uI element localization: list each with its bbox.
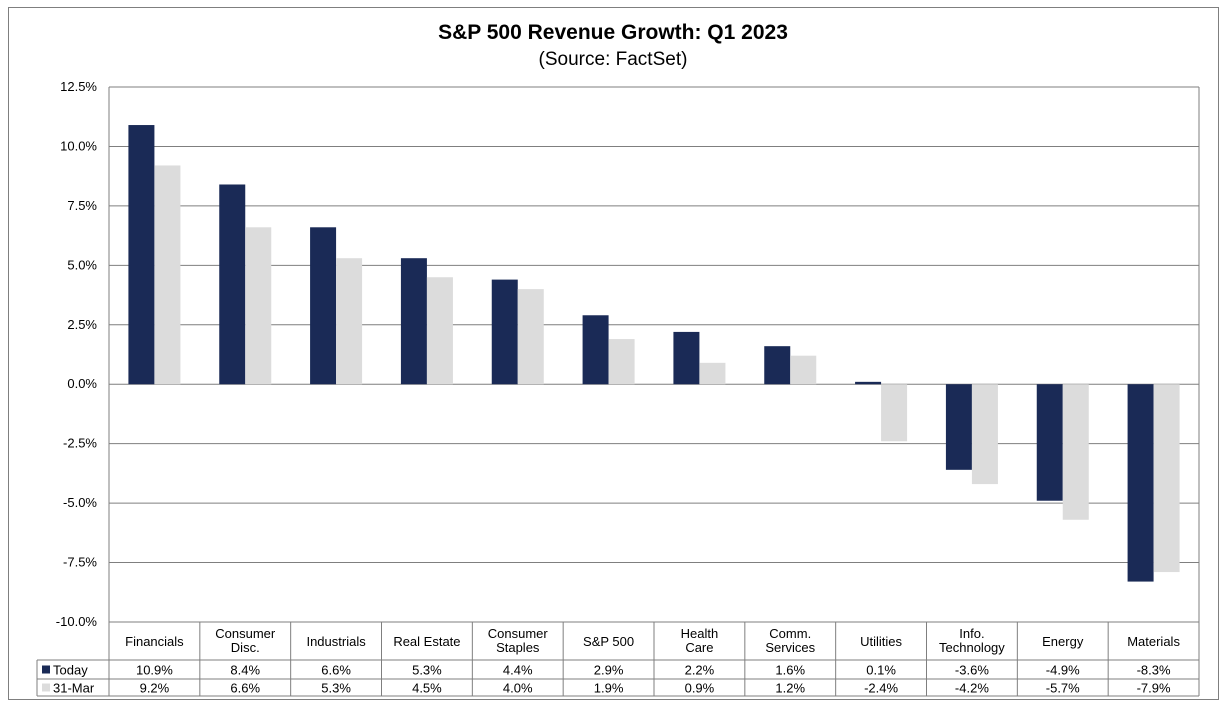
data-label: -4.2% — [955, 681, 989, 696]
category-label: Materials — [1127, 634, 1180, 649]
y-tick-label: 7.5% — [67, 198, 97, 213]
y-tick-label: -2.5% — [63, 436, 97, 451]
data-label: 5.3% — [412, 663, 442, 678]
chart-subtitle: (Source: FactSet) — [539, 49, 688, 70]
bar-31-mar — [790, 355, 817, 385]
data-label: 6.6% — [321, 663, 351, 678]
y-tick-label: 2.5% — [67, 317, 97, 332]
data-label: -8.3% — [1137, 663, 1171, 678]
bar-today — [764, 346, 791, 385]
data-label: 1.6% — [775, 663, 805, 678]
bar-31-mar — [245, 227, 272, 385]
category-label: S&P 500 — [583, 634, 634, 649]
data-label: 0.1% — [866, 663, 896, 678]
data-label: -3.6% — [955, 663, 989, 678]
bar-31-mar — [154, 165, 181, 385]
data-label: 5.3% — [321, 681, 351, 696]
category-label: Comm. — [769, 626, 811, 641]
bar-31-mar — [517, 289, 544, 385]
y-tick-label: -5.0% — [63, 495, 97, 510]
bar-31-mar — [608, 339, 635, 385]
bar-today — [219, 184, 246, 385]
bar-today — [310, 227, 337, 385]
bar-today — [1036, 384, 1063, 501]
data-label: 4.5% — [412, 681, 442, 696]
data-label: 0.9% — [685, 681, 715, 696]
category-label: Energy — [1042, 634, 1084, 649]
category-label: Care — [685, 640, 713, 655]
legend-label: 31-Mar — [53, 681, 95, 696]
bar-today — [491, 279, 518, 385]
y-tick-label: 0.0% — [67, 376, 97, 391]
y-tick-label: -10.0% — [56, 614, 98, 629]
category-label: Consumer — [488, 626, 549, 641]
category-label: Real Estate — [393, 634, 460, 649]
bar-today — [400, 258, 427, 385]
bar-today — [128, 125, 155, 385]
legend-swatch — [42, 683, 50, 692]
data-label: 2.2% — [685, 663, 715, 678]
data-label: 4.0% — [503, 681, 533, 696]
gridlines — [109, 86, 1199, 623]
bar-today — [945, 384, 972, 470]
bar-31-mar — [1153, 384, 1180, 573]
bar-31-mar — [699, 362, 726, 385]
category-label: Disc. — [231, 640, 260, 655]
category-label: Utilities — [860, 634, 902, 649]
chart-frame: S&P 500 Revenue Growth: Q1 2023 (Source:… — [8, 7, 1219, 700]
category-label: Staples — [496, 640, 540, 655]
y-axis: 12.5% 10.0% 7.5% 5.0% 2.5% 0.0% -2.5% -5.0% -7.5… — [56, 79, 1200, 629]
legend-label: Today — [53, 663, 88, 678]
bar-31-mar — [426, 277, 453, 385]
bars — [128, 125, 1180, 582]
bar-31-mar — [881, 384, 908, 442]
category-label: Health — [681, 626, 719, 641]
data-label: -7.9% — [1137, 681, 1171, 696]
revenue-growth-chart: S&P 500 Revenue Growth: Q1 2023 (Source:… — [36, 21, 1200, 697]
data-label: 4.4% — [503, 663, 533, 678]
data-label: 1.2% — [775, 681, 805, 696]
data-label: 2.9% — [594, 663, 624, 678]
category-label: Services — [765, 640, 815, 655]
data-label: 9.2% — [140, 681, 170, 696]
data-label: -5.7% — [1046, 681, 1080, 696]
y-tick-label: 12.5% — [60, 79, 97, 94]
bar-31-mar — [971, 384, 998, 485]
bar-today — [1127, 384, 1154, 582]
category-label: Financials — [125, 634, 184, 649]
y-tick-label: -7.5% — [63, 555, 97, 570]
category-label: Industrials — [306, 634, 366, 649]
bar-31-mar — [1062, 384, 1089, 520]
y-tick-label: 10.0% — [60, 138, 97, 153]
bar-today — [582, 315, 609, 385]
data-label: 10.9% — [136, 663, 173, 678]
data-label: 1.9% — [594, 681, 624, 696]
bar-today — [673, 331, 700, 385]
data-label: 6.6% — [230, 681, 260, 696]
data-label: -2.4% — [864, 681, 898, 696]
data-label: 8.4% — [230, 663, 260, 678]
category-label: Consumer — [215, 626, 276, 641]
category-label: Info. — [959, 626, 984, 641]
data-label: -4.9% — [1046, 663, 1080, 678]
bar-31-mar — [336, 258, 363, 385]
y-tick-label: 5.0% — [67, 257, 97, 272]
legend-swatch — [42, 665, 50, 674]
chart-title: S&P 500 Revenue Growth: Q1 2023 — [438, 21, 788, 44]
bar-today — [855, 381, 882, 385]
category-label: Technology — [939, 640, 1005, 655]
